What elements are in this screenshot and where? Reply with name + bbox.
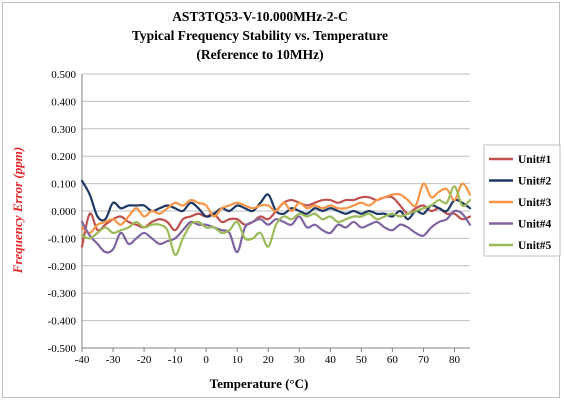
x-tick-label: 30 bbox=[294, 354, 306, 366]
y-tick-label: -0.100 bbox=[48, 233, 77, 245]
y-tick-label: 0.400 bbox=[51, 96, 76, 108]
x-tick-label: 60 bbox=[387, 354, 399, 366]
y-tick-labels: 0.500 0.400 0.300 0.200 0.100 0.000 -0.100 -0.2… bbox=[48, 69, 77, 355]
legend: Unit#1 Unit#2 Unit#3 Unit#4 Unit#5 bbox=[483, 144, 561, 257]
series-line-unit-4 bbox=[80, 209, 472, 254]
x-tick-label: 50 bbox=[356, 354, 368, 366]
x-tick-label: -30 bbox=[106, 354, 121, 366]
legend-label: Unit#4 bbox=[518, 219, 551, 231]
y-tick-label: 0.100 bbox=[51, 179, 76, 191]
chart-frame bbox=[2, 2, 560, 398]
series-line-unit-5 bbox=[80, 185, 472, 256]
x-tick-label: 70 bbox=[418, 354, 430, 366]
x-tick-label: -10 bbox=[168, 354, 183, 366]
chart-title-line-3: (Reference to 10MHz) bbox=[196, 47, 323, 62]
legend-label: Unit#5 bbox=[518, 240, 551, 252]
series-lines bbox=[80, 179, 472, 256]
y-tick-label: 0.200 bbox=[51, 151, 76, 163]
axes bbox=[81, 74, 470, 352]
x-tick-label: 10 bbox=[232, 354, 244, 366]
legend-label: Unit#3 bbox=[518, 197, 551, 209]
x-tick-label: 20 bbox=[263, 354, 275, 366]
y-tick-label: -0.200 bbox=[48, 261, 77, 273]
y-tick-label: -0.400 bbox=[48, 316, 77, 328]
y-tick-label: -0.500 bbox=[48, 343, 77, 355]
series-line-unit-3 bbox=[80, 182, 472, 235]
x-tick-label: -20 bbox=[137, 354, 152, 366]
chart-title: AST3TQ53-V-10.000MHz-2-C Typical Frequen… bbox=[132, 9, 388, 62]
chart-title-line-1: AST3TQ53-V-10.000MHz-2-C bbox=[172, 9, 348, 24]
chart-title-line-2: Typical Frequency Stability vs. Temperat… bbox=[132, 28, 388, 43]
x-tick-label: 40 bbox=[325, 354, 337, 366]
legend-box bbox=[483, 144, 561, 257]
y-tick-label: 0.300 bbox=[51, 124, 76, 136]
x-axis-title: Temperature (°C) bbox=[210, 376, 309, 391]
y-axis-title: Frequency Error (ppm) bbox=[10, 147, 25, 274]
x-tick-label: 0 bbox=[203, 354, 209, 366]
series-line-unit-2 bbox=[80, 179, 472, 222]
x-tick-label: -40 bbox=[75, 354, 90, 366]
legend-label: Unit#1 bbox=[518, 154, 551, 166]
x-tick-labels: -40 -30 -20 -10 0 10 20 30 40 50 60 70 80 bbox=[75, 354, 461, 366]
x-tick-label: 80 bbox=[449, 354, 461, 366]
y-tick-label: -0.300 bbox=[48, 288, 77, 300]
y-tick-label: 0.000 bbox=[51, 206, 76, 218]
y-tick-label: 0.500 bbox=[51, 69, 76, 81]
legend-label: Unit#2 bbox=[518, 176, 551, 188]
